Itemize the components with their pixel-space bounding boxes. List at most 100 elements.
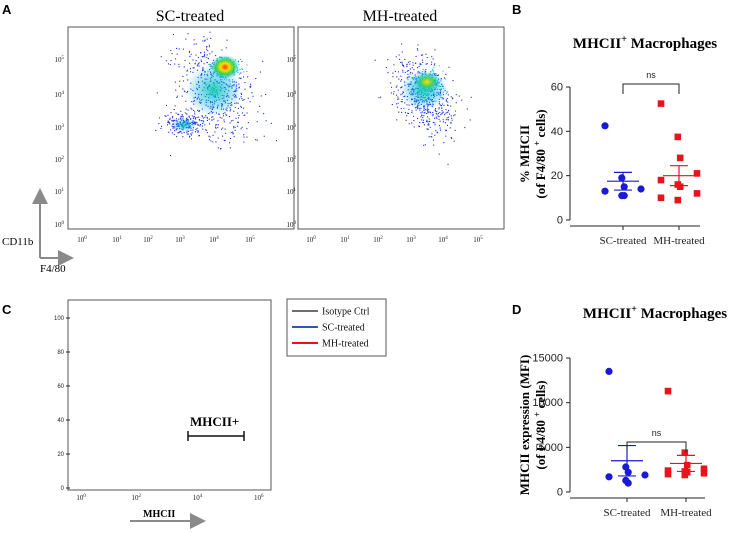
event-dot bbox=[174, 81, 176, 83]
event-dot bbox=[422, 61, 424, 63]
event-dot bbox=[401, 63, 403, 65]
event-dot bbox=[237, 121, 239, 123]
event-dot bbox=[446, 124, 448, 126]
event-dot bbox=[262, 60, 264, 62]
event-dot bbox=[426, 113, 428, 115]
event-dot bbox=[438, 65, 440, 67]
event-dot bbox=[206, 46, 208, 48]
event-dot bbox=[432, 121, 434, 123]
event-dot bbox=[435, 108, 437, 110]
event-dot bbox=[174, 63, 176, 65]
event-dot bbox=[432, 58, 434, 60]
event-dot bbox=[194, 117, 196, 119]
tick-label: 104 bbox=[287, 91, 297, 99]
event-dot bbox=[241, 126, 243, 128]
y-axis-label-a: CD11b bbox=[2, 236, 34, 248]
event-dot bbox=[392, 72, 394, 74]
density-sc-core bbox=[210, 55, 240, 79]
event-dot bbox=[374, 59, 376, 61]
data-point-mh bbox=[664, 467, 672, 474]
event-dot bbox=[440, 129, 442, 131]
event-dot bbox=[443, 77, 445, 79]
tick-label: 102 bbox=[55, 156, 65, 164]
event-dot bbox=[256, 139, 258, 141]
tick-label: 105 bbox=[55, 56, 65, 64]
event-dot bbox=[426, 63, 428, 65]
event-dot bbox=[434, 109, 436, 111]
event-dot bbox=[240, 58, 242, 60]
event-dot bbox=[168, 121, 170, 123]
event-dot bbox=[396, 85, 398, 87]
event-dot bbox=[198, 65, 200, 67]
event-dot bbox=[232, 133, 234, 135]
event-dot bbox=[193, 115, 195, 117]
event-dot bbox=[406, 66, 408, 68]
event-dot bbox=[439, 127, 441, 129]
event-dot bbox=[206, 129, 208, 131]
event-dot bbox=[198, 135, 200, 137]
event-dot bbox=[438, 108, 440, 110]
tick-label: 100 bbox=[287, 221, 297, 229]
event-dot bbox=[395, 86, 397, 88]
data-point-sc bbox=[618, 174, 626, 182]
event-dot bbox=[192, 59, 194, 61]
event-dot bbox=[451, 117, 453, 119]
event-dot bbox=[423, 112, 425, 114]
event-dot bbox=[240, 105, 242, 107]
plot-title-sc: SC-treated bbox=[156, 8, 224, 25]
event-dot bbox=[454, 114, 456, 116]
event-dot bbox=[225, 132, 227, 134]
event-dot bbox=[176, 53, 178, 55]
tick-label: 102 bbox=[373, 236, 383, 244]
event-dot bbox=[221, 128, 223, 130]
svg-text:(of F4/80 + cells): (of F4/80 + cells) bbox=[532, 380, 548, 469]
event-dot bbox=[247, 76, 249, 78]
event-dot bbox=[247, 122, 249, 124]
event-dot bbox=[204, 129, 206, 131]
event-dot bbox=[411, 67, 413, 69]
data-point-sc bbox=[601, 187, 609, 195]
event-dot bbox=[411, 122, 413, 124]
event-dot bbox=[430, 136, 432, 138]
event-dot bbox=[237, 107, 239, 109]
histogram-x-tick-label: 104 bbox=[193, 494, 203, 502]
event-dot bbox=[445, 119, 447, 121]
event-dot bbox=[255, 78, 257, 80]
event-dot bbox=[409, 63, 411, 65]
tick-label: 102 bbox=[143, 236, 153, 244]
event-dot bbox=[393, 91, 395, 93]
event-dot bbox=[243, 76, 245, 78]
tick-label: 101 bbox=[112, 236, 122, 244]
legend-label: MH-treated bbox=[322, 339, 369, 350]
scatter-chart-b: 0 20 40 60 SC-treated MH-treated ns bbox=[551, 70, 705, 247]
event-dot bbox=[198, 62, 200, 64]
event-dot bbox=[196, 122, 198, 124]
event-dot bbox=[270, 122, 272, 124]
tick-label: 104 bbox=[55, 91, 65, 99]
event-dot bbox=[447, 111, 449, 113]
event-dot bbox=[250, 86, 252, 88]
y-tick-label: 0 bbox=[557, 215, 563, 227]
event-dot bbox=[188, 115, 190, 117]
panel-b: B MHCII+ Macrophages % MHCII (of F4/80 +… bbox=[512, 2, 717, 247]
event-dot bbox=[184, 91, 186, 93]
data-point-mh bbox=[700, 469, 708, 477]
event-dot bbox=[200, 61, 202, 63]
event-dot bbox=[216, 124, 218, 126]
event-dot bbox=[187, 79, 189, 81]
event-dot bbox=[450, 137, 452, 139]
event-dot bbox=[469, 119, 471, 121]
event-dot bbox=[396, 119, 398, 121]
event-dot bbox=[178, 85, 180, 87]
event-dot bbox=[222, 115, 224, 117]
event-dot bbox=[436, 117, 438, 119]
event-dot bbox=[393, 93, 395, 95]
event-dot bbox=[189, 135, 191, 137]
event-dot bbox=[436, 131, 438, 133]
data-point-mh bbox=[681, 471, 689, 479]
event-dot bbox=[184, 59, 186, 61]
event-dot bbox=[387, 59, 389, 61]
event-dot bbox=[173, 120, 175, 122]
event-dot bbox=[431, 61, 433, 63]
event-dot bbox=[421, 114, 423, 116]
